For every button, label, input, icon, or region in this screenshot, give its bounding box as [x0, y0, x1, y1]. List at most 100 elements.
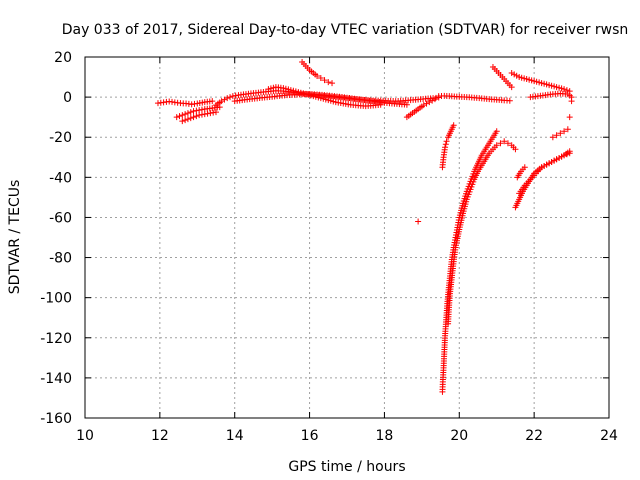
data-point	[377, 101, 384, 108]
series-s07	[299, 59, 336, 87]
y-tick-label: -40	[49, 170, 72, 186]
data-point	[564, 126, 571, 133]
data-point	[182, 111, 189, 118]
data-point	[497, 140, 504, 147]
x-tick-label: 10	[76, 428, 94, 444]
data-point	[561, 86, 568, 93]
y-tick-label: 0	[63, 90, 72, 106]
x-axis-ticks: 10 12 14 16 18 20 22 24	[76, 57, 618, 444]
data-point	[204, 110, 211, 117]
data-point	[566, 114, 573, 121]
data-point	[184, 116, 191, 123]
x-tick-label: 18	[376, 428, 394, 444]
series-s11	[439, 128, 500, 395]
x-tick-label: 14	[226, 428, 244, 444]
series-s19	[527, 90, 575, 101]
plot-frame	[84, 56, 610, 419]
data-point	[493, 128, 500, 135]
data-point	[198, 106, 205, 113]
x-tick-label: 12	[151, 428, 169, 444]
series-s18	[549, 126, 571, 141]
y-tick-label: -80	[49, 251, 72, 267]
y-tick-label: -120	[40, 331, 72, 347]
data-point	[187, 115, 194, 122]
y-tick-label: -160	[40, 411, 72, 427]
data-point	[201, 111, 208, 118]
data-point	[179, 112, 186, 119]
data-points	[154, 59, 575, 395]
data-point	[466, 188, 473, 195]
x-tick-label: 24	[600, 428, 618, 444]
data-point	[557, 130, 564, 137]
series-s03	[179, 109, 219, 125]
data-point	[198, 111, 205, 118]
data-point	[493, 142, 500, 149]
data-point	[561, 152, 568, 159]
data-point	[321, 77, 328, 84]
data-point	[442, 144, 449, 151]
series-s20	[415, 98, 575, 225]
data-point	[501, 138, 508, 145]
x-tick-label: 22	[525, 428, 543, 444]
data-point	[443, 138, 450, 145]
y-tick-label: -140	[40, 371, 72, 387]
data-point	[521, 164, 528, 171]
data-point	[469, 181, 476, 188]
data-point	[196, 112, 203, 119]
data-point	[314, 73, 321, 80]
data-point	[182, 117, 189, 124]
series-s16	[516, 150, 573, 197]
x-axis-label: GPS time / hours	[288, 459, 405, 475]
data-point	[229, 93, 236, 100]
data-point	[563, 151, 570, 158]
series-s02	[173, 104, 223, 121]
data-point	[173, 114, 180, 121]
data-point	[465, 183, 472, 190]
data-point	[196, 107, 203, 114]
grid-lines	[85, 57, 609, 418]
data-point	[213, 109, 219, 116]
data-point	[466, 180, 473, 187]
data-point	[553, 132, 560, 139]
y-tick-label: -100	[40, 291, 72, 307]
data-point	[506, 97, 513, 104]
data-point	[563, 87, 570, 94]
y-axis-label: SDTVAR / TECUs	[7, 180, 23, 295]
data-point	[469, 173, 476, 180]
series-s14	[508, 70, 573, 95]
data-point	[224, 95, 231, 102]
data-point	[426, 99, 433, 106]
data-point	[561, 128, 568, 135]
data-point	[512, 146, 519, 153]
series-s01	[154, 98, 216, 108]
data-point	[207, 110, 214, 117]
data-point	[468, 183, 475, 190]
series-s08	[403, 96, 438, 121]
data-point	[415, 218, 422, 225]
x-tick-label: 16	[301, 428, 319, 444]
data-point	[227, 94, 234, 101]
y-axis-ticks: 20 0 -20 -40 -60 -80 -100 -120 -140 -160	[40, 50, 609, 427]
data-point	[210, 109, 217, 116]
data-point	[549, 134, 556, 141]
data-point	[463, 188, 470, 195]
data-point	[504, 140, 511, 147]
chart-title: Day 033 of 2017, Sidereal Day-to-day VTE…	[62, 22, 629, 38]
data-point	[464, 193, 471, 200]
series-s05	[231, 91, 410, 108]
data-point	[187, 109, 194, 116]
data-point	[566, 150, 573, 157]
data-point	[450, 122, 457, 129]
data-point	[190, 108, 197, 115]
data-point	[442, 141, 449, 148]
data-point	[209, 98, 216, 105]
series-s12	[445, 138, 519, 327]
data-point	[423, 100, 430, 107]
data-point	[465, 191, 472, 198]
data-point	[232, 92, 239, 99]
x-tick-label: 20	[450, 428, 468, 444]
data-point	[193, 107, 200, 114]
data-point	[470, 178, 477, 185]
data-point	[403, 101, 410, 108]
